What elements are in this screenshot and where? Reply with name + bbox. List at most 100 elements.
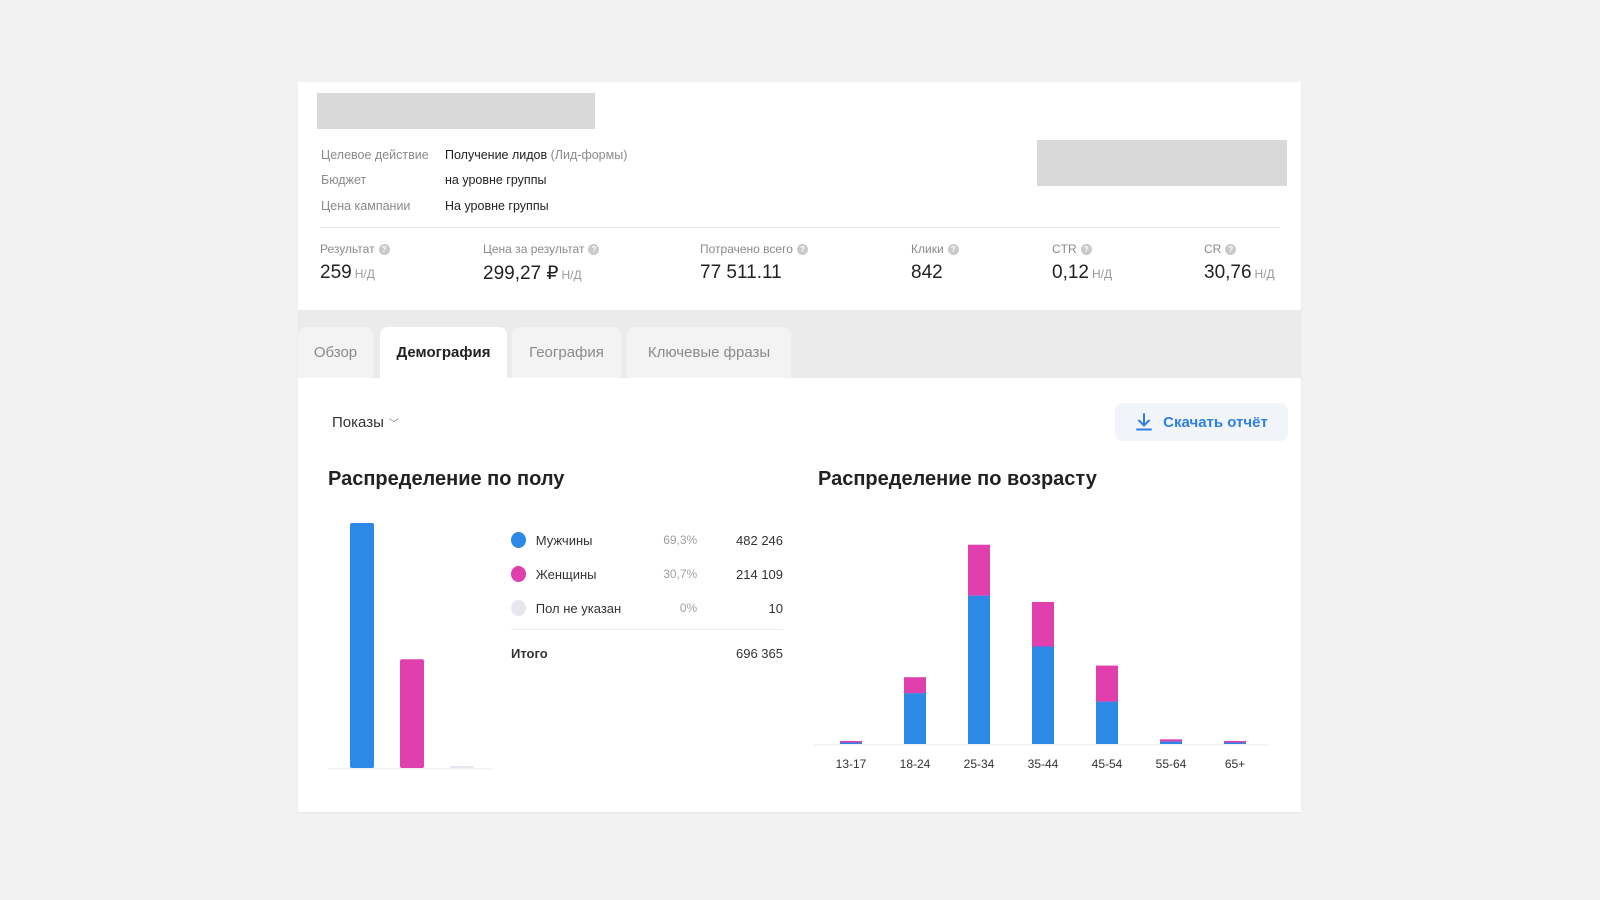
age-bar-segment[interactable] — [904, 693, 926, 744]
campaign-header: Целевое действие Получение лидов (Лид-фо… — [298, 82, 1301, 310]
campaign-card: Целевое действие Получение лидов (Лид-фо… — [298, 82, 1301, 812]
redacted-block — [1037, 140, 1287, 186]
legend-name: Мужчины — [535, 532, 593, 548]
help-icon[interactable]: ? — [588, 243, 600, 255]
campaign-info: Целевое действие Получение лидов (Лид-фо… — [321, 142, 627, 219]
age-tick-label: 35-44 — [1028, 757, 1059, 771]
age-bar-segment[interactable] — [1224, 742, 1246, 745]
divider — [320, 227, 1280, 228]
stat-cost-per-result: Цена за результат? 299,27 ₽ Н/Д — [483, 242, 600, 285]
stat-value: 0,12 — [1052, 262, 1089, 283]
legend-row-men: Мужчины 69,3% 482 246 — [511, 523, 783, 557]
info-row-price: Цена кампании На уровне группы — [321, 193, 627, 219]
age-bar-segment[interactable] — [840, 742, 862, 745]
stat-cr: CR? 30,76 Н/Д — [1204, 242, 1275, 284]
download-report-label: Скачать отчёт — [1163, 413, 1268, 431]
metric-dropdown-label: Показы — [332, 414, 384, 431]
demography-panel: Показы ﹀ Скачать отчёт Распределение по … — [298, 378, 1301, 812]
tab-geography[interactable]: География — [512, 327, 621, 378]
stat-clicks: Клики? 842 — [911, 242, 959, 284]
chevron-down-icon: ﹀ — [388, 419, 399, 430]
age-tick-label: 13-17 — [836, 757, 867, 771]
legend-pct: 30,7% — [663, 567, 698, 581]
legend-dot-unknown — [511, 600, 526, 616]
gender-bar-chart — [328, 523, 493, 770]
legend-total-row: Итого 696 365 — [511, 636, 783, 670]
gender-bar[interactable] — [400, 659, 424, 768]
tab-demography[interactable]: Демография — [380, 327, 507, 378]
age-bar-segment[interactable] — [1032, 646, 1054, 744]
age-bar-segment[interactable] — [1032, 601, 1054, 647]
download-icon — [1136, 413, 1153, 431]
legend-total-label: Итого — [511, 645, 548, 661]
age-bar-segment[interactable] — [1096, 665, 1118, 702]
stat-ctr: CTR? 0,12 Н/Д — [1052, 242, 1112, 284]
legend-total-value: 696 365 — [736, 645, 783, 661]
legend-pct: 69,3% — [663, 533, 698, 547]
legend-row-women: Женщины 30,7% 214 109 — [511, 557, 783, 591]
info-value: На уровне группы — [445, 198, 549, 213]
stat-label: Результат — [320, 242, 375, 256]
info-row-budget: Бюджет на уровне группы — [321, 168, 627, 194]
info-label: Цена кампании — [321, 198, 411, 213]
age-tick-label: 65+ — [1225, 757, 1245, 771]
stat-suffix: Н/Д — [1091, 267, 1113, 281]
legend-value: 10 — [768, 600, 784, 616]
help-icon[interactable]: ? — [796, 243, 808, 255]
legend-divider — [511, 629, 783, 630]
legend-dot-women — [511, 566, 526, 582]
age-bar-segment[interactable] — [904, 677, 926, 694]
gender-legend: Мужчины 69,3% 482 246 Женщины 30,7% 214 … — [511, 523, 783, 670]
legend-row-unknown: Пол не указан 0% 10 — [511, 591, 783, 625]
age-tick-label: 55-64 — [1156, 757, 1187, 771]
gender-bar[interactable] — [350, 523, 374, 768]
age-title: Распределение по возрасту — [818, 468, 1097, 490]
download-report-button[interactable]: Скачать отчёт — [1115, 403, 1288, 441]
stat-result: Результат? 259 Н/Д — [320, 242, 390, 284]
age-bar-segment[interactable] — [968, 544, 990, 596]
tab-overview[interactable]: Обзор — [298, 327, 373, 378]
stat-value: 259 — [320, 262, 352, 283]
metric-dropdown[interactable]: Показы ﹀ — [332, 414, 399, 431]
info-value: Получение лидов (Лид-формы) — [445, 142, 627, 168]
tab-keywords[interactable]: Ключевые фразы — [627, 327, 791, 378]
age-bar-segment[interactable] — [1224, 741, 1246, 743]
age-tick-label: 18-24 — [900, 757, 931, 771]
info-row-target-action: Целевое действие Получение лидов (Лид-фо… — [321, 142, 627, 168]
stat-label: Цена за результат — [483, 242, 585, 256]
age-bar-segment[interactable] — [1160, 739, 1182, 742]
stat-spent-total: Потрачено всего? 77 511.11 — [700, 242, 808, 284]
help-icon[interactable]: ? — [378, 243, 390, 255]
age-bar-chart: 13-17 18-24 25-34 35-44 45-54 55-64 65+ — [814, 544, 1269, 771]
info-value-muted: (Лид-формы) — [550, 147, 628, 162]
stat-value: 842 — [911, 262, 943, 283]
legend-name: Пол не указан — [535, 600, 622, 616]
stat-label: Потрачено всего — [700, 242, 793, 256]
stat-value: 30,76 — [1204, 262, 1252, 283]
help-icon[interactable]: ? — [947, 243, 959, 255]
legend-dot-men — [511, 532, 526, 548]
legend-pct: 0% — [679, 601, 698, 615]
age-bar-segment[interactable] — [1160, 741, 1182, 744]
stat-label: CR — [1204, 242, 1222, 256]
legend-value: 482 246 — [736, 532, 784, 548]
age-bar-segment[interactable] — [968, 595, 990, 744]
campaign-title-redacted — [317, 93, 595, 129]
stat-label: Клики — [911, 242, 944, 256]
stat-suffix: Н/Д — [354, 267, 375, 281]
stat-suffix: Н/Д — [561, 268, 582, 282]
stat-value: 77 511.11 — [700, 262, 782, 283]
age-bar-segment[interactable] — [840, 741, 862, 743]
help-icon[interactable]: ? — [1225, 243, 1237, 255]
age-tick-label: 45-54 — [1092, 757, 1123, 771]
gender-bar[interactable] — [450, 766, 474, 768]
tab-bar: Обзор Демография География Ключевые фраз… — [298, 310, 1301, 378]
help-icon[interactable]: ? — [1080, 243, 1092, 255]
stat-label: CTR — [1052, 242, 1077, 256]
info-label: Целевое действие — [321, 147, 429, 162]
age-tick-label: 25-34 — [964, 757, 995, 771]
age-bar-segment[interactable] — [1096, 701, 1118, 744]
stat-value: 299,27 ₽ — [483, 263, 559, 284]
info-value: на уровне группы — [445, 173, 547, 188]
legend-name: Женщины — [535, 566, 597, 582]
